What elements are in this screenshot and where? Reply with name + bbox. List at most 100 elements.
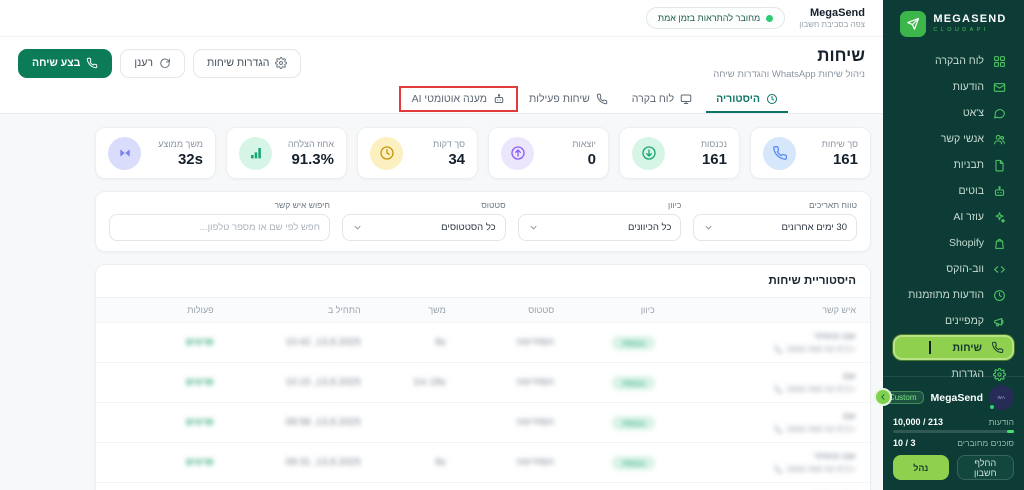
phone-icon xyxy=(774,345,783,354)
stat-icon-circle xyxy=(370,136,403,170)
tab-label: שיחות פעילות xyxy=(528,93,590,105)
page-title: שיחות xyxy=(817,46,865,65)
filter-status: סטטוס כל הסטטוסים xyxy=(341,200,506,241)
manage-button[interactable]: נהל xyxy=(893,455,949,480)
sidebar-item-settings[interactable]: הגדרות xyxy=(893,362,1014,386)
sidebar-item-webhooks[interactable]: ווב-הוקס xyxy=(893,257,1014,281)
column-header: איש קשר xyxy=(668,298,870,323)
stat-text: משך ממוצע 32s xyxy=(158,139,203,168)
topbar: MegaSend צפה בסביבת חשבון מחובר להתראות … xyxy=(0,0,883,37)
usage-messages-label: הודעות xyxy=(988,417,1014,427)
sidebar-collapse-button[interactable] xyxy=(874,388,892,406)
sidebar-item-label: הגדרות xyxy=(951,368,984,380)
main-area: MegaSend צפה בסביבת חשבון מחובר להתראות … xyxy=(0,0,883,490)
refresh-icon xyxy=(159,57,171,69)
stat-card-success-rate: אחוז הצלחה 91.3% xyxy=(226,127,347,179)
row-action-link[interactable]: פרטים xyxy=(185,377,214,388)
usage-messages-row: הודעות 10,000 / 213 xyxy=(893,417,1014,427)
sidebar-item-label: עוזר AI xyxy=(953,211,984,223)
brand-logo: MEGASEND CLOUDAPI xyxy=(883,0,1024,46)
topbar-account-subtitle: צפה בסביבת חשבון xyxy=(799,19,865,29)
arrow-down-circle-icon xyxy=(641,145,657,161)
sidebar-item-scheduled-messages[interactable]: הודעות מתוזמנות xyxy=(893,283,1014,307)
row-action-link[interactable]: פרטים xyxy=(185,457,214,468)
date-range-select[interactable]: 30 ימים אחרונים xyxy=(693,214,857,241)
table-row: שם +972 50 000 0000 נכנסת הסתיימה 13.8.2025,… xyxy=(96,402,870,443)
tab-dashboard[interactable]: לוח בקרה xyxy=(622,87,702,113)
duration-icon xyxy=(117,145,133,161)
duration-cell: 8s xyxy=(374,322,460,363)
sidebar-item-campaigns[interactable]: קמפיינים xyxy=(893,309,1014,333)
page-content: סך שיחות 161 נכנסות 161 יוצאות 0 סך דקות 34 אחוז… xyxy=(0,114,883,490)
stat-value: 161 xyxy=(701,150,727,168)
chevron-down-icon xyxy=(703,222,714,233)
stat-value: 161 xyxy=(832,150,858,168)
sidebar-item-label: שיחות xyxy=(952,341,982,354)
phone-icon xyxy=(596,93,608,105)
tab-active-calls[interactable]: שיחות פעילות xyxy=(519,87,618,113)
stat-label: נכנסות xyxy=(700,138,727,149)
duration-cell xyxy=(374,402,460,443)
stat-card-avg-duration: משך ממוצע 32s xyxy=(95,127,216,179)
page-header: שיחות ניהול שיחות WhatsApp והגדרות שיחה … xyxy=(0,37,883,87)
call-settings-button[interactable]: הגדרות שיחות xyxy=(192,48,302,78)
refresh-button[interactable]: רענן xyxy=(120,48,185,78)
duration-cell: 8s xyxy=(374,442,460,483)
contact-phone-text: +972 50 000 0000 xyxy=(787,344,856,354)
contact-search-input[interactable] xyxy=(109,214,330,241)
switch-account-button[interactable]: החלף חשבון xyxy=(956,455,1014,480)
actions-cell: פרטים xyxy=(96,402,228,443)
status-cell: הסתיימה xyxy=(459,322,569,363)
topbar-account[interactable]: MegaSend צפה בסביבת חשבון xyxy=(799,7,865,29)
sidebar: MEGASEND CLOUDAPI לוח הבקרה הודעות צ'אט אנש… xyxy=(874,0,1024,490)
make-call-button[interactable]: בצע שיחה xyxy=(18,48,113,78)
sidebar-item-calls[interactable]: שיחות xyxy=(893,335,1014,360)
stat-icon-circle xyxy=(763,136,796,170)
sidebar-item-contacts[interactable]: אנשי קשר xyxy=(893,127,1014,151)
sidebar-item-shopify[interactable]: Shopify xyxy=(893,231,1014,255)
direction-cell: נכנסת xyxy=(568,402,669,443)
started-cell: 13.8.2025, 09:02 xyxy=(227,482,375,490)
sidebar-item-label: לוח הבקרה xyxy=(935,55,984,67)
table-row: שם מוסתר+972 50 000 0000נכנסתהסתיימה8s13… xyxy=(96,482,870,490)
phone-icon xyxy=(991,341,1004,354)
stat-value: 34 xyxy=(448,150,465,168)
usage-progress-bar xyxy=(893,430,1014,433)
sidebar-item-messages[interactable]: הודעות xyxy=(893,75,1014,99)
sidebar-item-chat[interactable]: צ'אט xyxy=(893,101,1014,125)
usage-messages-value: 10,000 / 213 xyxy=(893,417,944,427)
stat-label: יוצאות xyxy=(572,138,596,149)
direction-select[interactable]: כל הכיוונים xyxy=(517,214,682,241)
started-cell: 13.8.2025, 10:42 xyxy=(227,322,375,363)
sidebar-item-templates[interactable]: תבניות xyxy=(893,153,1014,177)
stat-label: סך שיחות xyxy=(821,138,858,149)
realtime-status-pill: מחובר להתראות בזמן אמת xyxy=(645,7,786,29)
avatar[interactable]: WA xyxy=(988,385,1014,411)
status-text: הסתיימה xyxy=(516,417,555,428)
stat-card-incoming: נכנסות 161 xyxy=(619,127,740,179)
filter-label: סטטוס xyxy=(481,200,506,210)
sidebar-item-dashboard[interactable]: לוח הבקרה xyxy=(893,49,1014,73)
contact-cell: שם מוסתר +972 50 000 0000 xyxy=(668,442,870,483)
filters-card: טווח תאריכים 30 ימים אחרונים כיוון כל הכיוו… xyxy=(95,191,871,252)
tab-history[interactable]: היסטוריה xyxy=(706,87,788,113)
tab-ai-auto-answer[interactable]: מענה אוטומטי AI xyxy=(398,86,518,113)
select-value: כל הכיוונים xyxy=(628,222,672,233)
row-action-link[interactable]: פרטים xyxy=(185,337,214,348)
contact-name: שם מוסתר xyxy=(813,451,856,462)
stats-row: סך שיחות 161 נכנסות 161 יוצאות 0 סך דקות 34 אחוז… xyxy=(95,127,871,179)
filter-label: טווח תאריכים xyxy=(809,200,857,210)
stat-text: אחוז הצלחה 91.3% xyxy=(288,139,334,168)
sidebar-item-bots[interactable]: בוטים xyxy=(893,179,1014,203)
call-history-table: איש קשר כיוון סטטוס משך התחיל ב פעולות שם מוס… xyxy=(96,298,870,490)
text-cursor xyxy=(929,341,931,354)
sidebar-item-ai-assistant[interactable]: עוזר AI xyxy=(893,205,1014,229)
status-select[interactable]: כל הסטטוסים xyxy=(341,214,506,241)
mail-icon xyxy=(993,81,1006,94)
presence-dot xyxy=(988,403,996,411)
row-action-link[interactable]: פרטים xyxy=(185,417,214,428)
sidebar-item-label: תבניות xyxy=(953,159,984,171)
bot-icon xyxy=(493,93,505,105)
